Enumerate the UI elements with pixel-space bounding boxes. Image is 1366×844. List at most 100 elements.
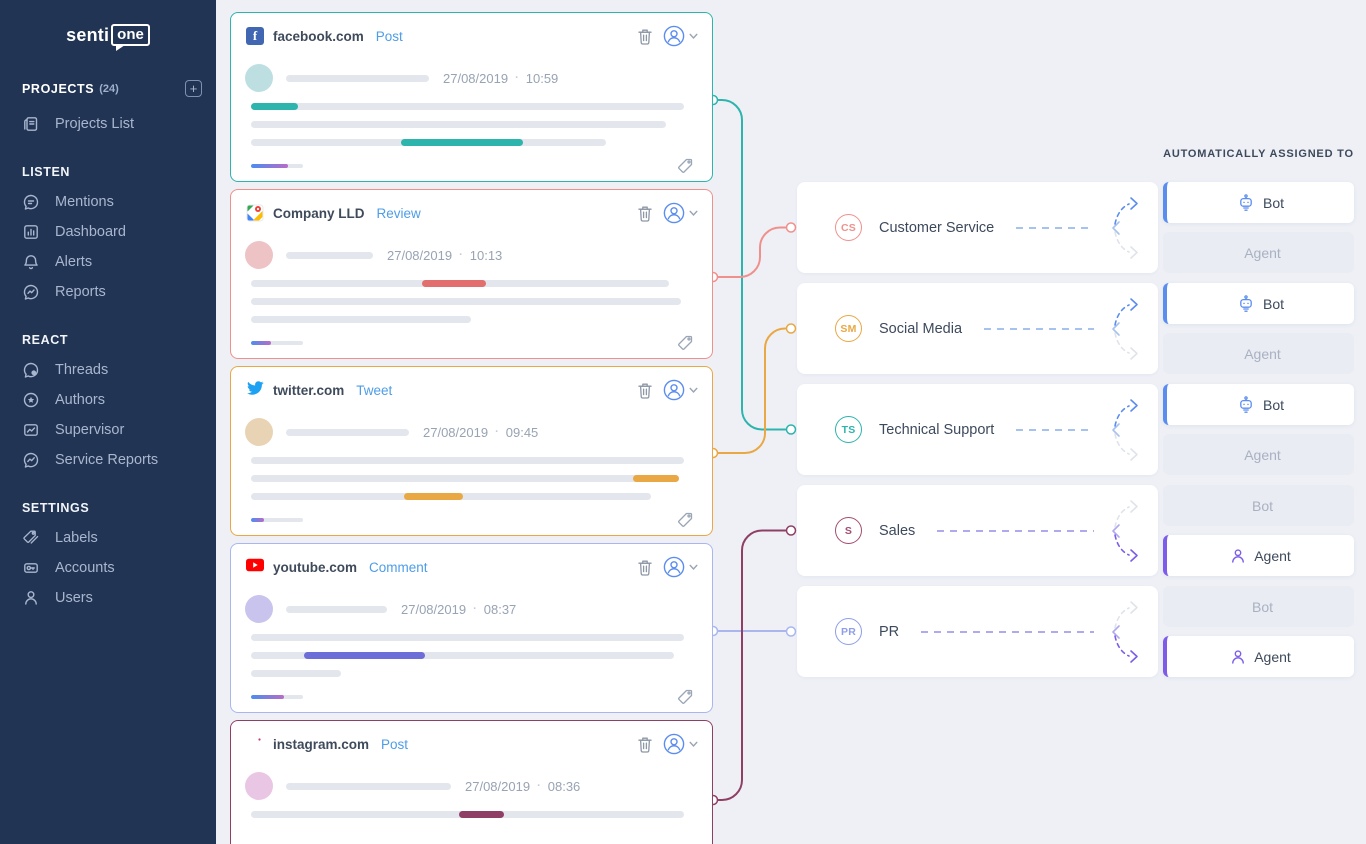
category-row-pr[interactable]: PR PR [797,586,1158,677]
text-placeholder-line [251,475,679,482]
sidebar-item-accounts[interactable]: Accounts [0,553,216,583]
text-placeholder-line [251,652,674,659]
assignment-agent-option[interactable]: Agent [1163,434,1354,475]
card-content-placeholder [251,811,692,818]
assign-user-button[interactable] [663,733,698,755]
dashboard-icon [24,225,38,239]
card-domain: youtube.com [273,559,358,575]
card-type-link[interactable]: Post [381,736,409,752]
category-badge: TS [835,416,862,443]
category-row-sales[interactable]: S Sales [797,485,1158,576]
avatar [245,595,273,623]
assignment-bot-option[interactable]: Bot [1163,485,1354,526]
add-project-button[interactable]: + [185,80,202,97]
delete-button[interactable] [636,381,654,400]
assign-user-button[interactable] [663,556,698,578]
keyword-highlight [401,139,523,146]
connection-endpoint [785,323,797,334]
assignment-bot-option[interactable]: Bot [1163,283,1354,324]
youtube-icon [246,558,264,572]
author-name-placeholder [286,251,373,259]
delete-button[interactable] [636,27,654,46]
bot-icon [1240,395,1252,413]
bot-label: Bot [1251,497,1273,514]
delete-button[interactable] [636,735,654,754]
card-time: 08:36 [547,778,581,794]
sidebar-item-icon [22,115,40,133]
assignment-bot-option[interactable]: Bot [1163,384,1354,425]
sidebar-item-alerts[interactable]: Alerts [0,247,216,277]
assign-user-button[interactable] [663,379,698,401]
delete-button[interactable] [636,204,654,223]
assignment-agent-option[interactable]: Agent [1163,636,1354,677]
author-row: 27/08/2019 · 08:36 [245,772,712,800]
category-label: Customer Service [879,219,995,236]
assign-user-button[interactable] [663,25,698,47]
author-name-placeholder [286,74,429,82]
sidebar-item-projects-list[interactable]: Projects List [0,109,216,139]
agent-label: Agent [1254,648,1291,665]
sidebar-item-supervisor[interactable]: Supervisor [0,415,216,445]
assignment-agent-option[interactable]: Agent [1163,535,1354,576]
mention-card-youtube[interactable]: youtube.com Comment 27/08/2019 · 08:37 [230,543,713,713]
card-type-link[interactable]: Tweet [356,382,393,398]
card-type-link[interactable]: Review [376,205,421,221]
card-type-link[interactable]: Comment [369,559,428,575]
mention-card-twitter[interactable]: twitter.com Tweet 27/08/2019 · 09:45 [230,366,713,536]
sidebar-item-reports[interactable]: Reports [0,277,216,307]
tag-button[interactable] [676,334,694,352]
mention-card-google-maps[interactable]: Company LLD Review 27/08/2019 · 10:13 [230,189,713,359]
sentiment-bar [251,518,303,522]
supervisor-icon [24,424,38,436]
connection-endpoint [785,424,797,435]
sidebar-section: LISTEN Mentions Dashboard Alerts Reports [0,165,216,307]
card-header: instagram.com Post [231,721,712,755]
text-placeholder-line [251,811,684,818]
agent-icon-slot [1230,649,1246,665]
fork-up-arrow [1130,297,1138,311]
sidebar-item-icon [22,253,40,271]
fork-up-arrow [1130,196,1138,210]
keyword-highlight [633,475,679,482]
card-time: 10:59 [525,70,559,86]
sidebar-item-service-reports[interactable]: Service Reports [0,445,216,475]
sidebar-section-header: REACT [22,333,69,347]
assign-user-icon [663,379,685,401]
tag-button[interactable] [676,688,694,706]
text-placeholder-line [251,316,471,323]
assignment-bot-option[interactable]: Bot [1163,586,1354,627]
sidebar-item-threads[interactable]: Threads [0,355,216,385]
sidebar-item-users[interactable]: Users [0,583,216,613]
sidebar-item-icon [22,451,40,469]
assignment-pair: Bot Agent [1163,586,1354,677]
category-row-social-media[interactable]: SM Social Media [797,283,1158,374]
mention-card-instagram[interactable]: instagram.com Post 27/08/2019 · 08:36 [230,720,713,844]
tag-button[interactable] [676,511,694,529]
sidebar-item-authors[interactable]: Authors [0,385,216,415]
category-row-technical-support[interactable]: TS Technical Support [797,384,1158,475]
assignment-agent-option[interactable]: Agent [1163,333,1354,374]
mention-card-facebook[interactable]: f facebook.com Post 27/08/2019 · 10:59 [230,12,713,182]
sidebar-item-label: Labels [55,530,98,546]
routing-dashed-line [921,630,1094,633]
sidebar-item-mentions[interactable]: Mentions [0,187,216,217]
assignment-agent-option[interactable]: Agent [1163,232,1354,273]
chevron-down-icon [689,564,698,570]
card-date: 27/08/2019 [401,601,467,617]
delete-button[interactable] [636,558,654,577]
sidebar-item-label: Alerts [55,254,93,270]
sidebar-item-dashboard[interactable]: Dashboard [0,217,216,247]
card-type-link[interactable]: Post [375,28,403,44]
agent-label: Agent [1244,244,1281,261]
category-row-customer-service[interactable]: CS Customer Service [797,182,1158,273]
author-row: 27/08/2019 · 08:37 [245,595,712,623]
bot-label: Bot [1262,396,1284,413]
sidebar-item-labels[interactable]: Labels [0,523,216,553]
sidebar-item-icon [22,589,40,607]
assignment-bot-option[interactable]: Bot [1163,182,1354,223]
date-separator: · [495,426,499,438]
card-footer [231,334,712,352]
tag-button[interactable] [676,157,694,175]
assign-user-button[interactable] [663,202,698,224]
sidebar-section: REACT Threads Authors Supervisor Service… [0,333,216,475]
